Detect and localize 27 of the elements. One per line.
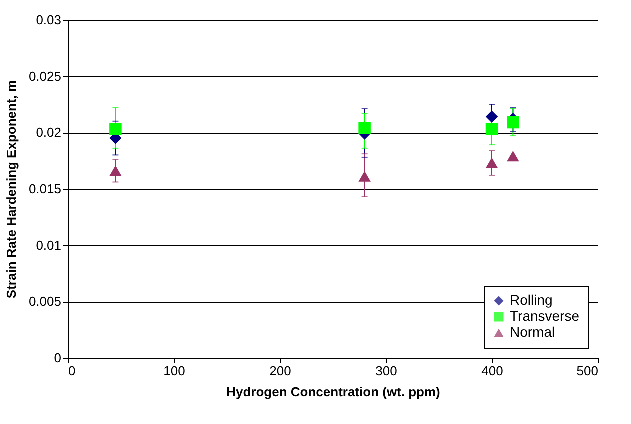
- y-tick-label: 0.025: [28, 68, 62, 84]
- x-tick-label: 500: [576, 364, 598, 378]
- point: [486, 110, 498, 124]
- legend-label: Transverse: [510, 308, 580, 324]
- y-tick-label: 0.015: [28, 182, 62, 196]
- point: [358, 171, 371, 182]
- point: [110, 123, 122, 136]
- y-axis-title: Strain Rate Hardening Exponent, m: [4, 80, 19, 299]
- x-tick-label: 400: [482, 364, 504, 378]
- y-tick-label: 0.02: [36, 125, 62, 140]
- x-tick-label: 300: [376, 364, 398, 378]
- y-tick-label: 0.01: [36, 238, 62, 253]
- y-tick-label: 0.03: [36, 12, 62, 28]
- y-tick-label: 0: [54, 350, 62, 366]
- point: [486, 123, 498, 136]
- x-tick-label: 100: [164, 364, 186, 378]
- point: [110, 166, 122, 176]
- point: [507, 116, 520, 129]
- point: [486, 158, 498, 168]
- legend-label: Normal: [510, 324, 556, 340]
- x-tick-label: 0: [68, 364, 76, 378]
- y-tick-label: 0.005: [28, 294, 62, 310]
- point: [507, 151, 520, 162]
- x-tick-label: 200: [270, 364, 292, 378]
- legend-label: Rolling: [510, 292, 553, 308]
- x-axis-title: Hydrogen Concentration (wt. ppm): [226, 384, 440, 400]
- point: [358, 122, 371, 134]
